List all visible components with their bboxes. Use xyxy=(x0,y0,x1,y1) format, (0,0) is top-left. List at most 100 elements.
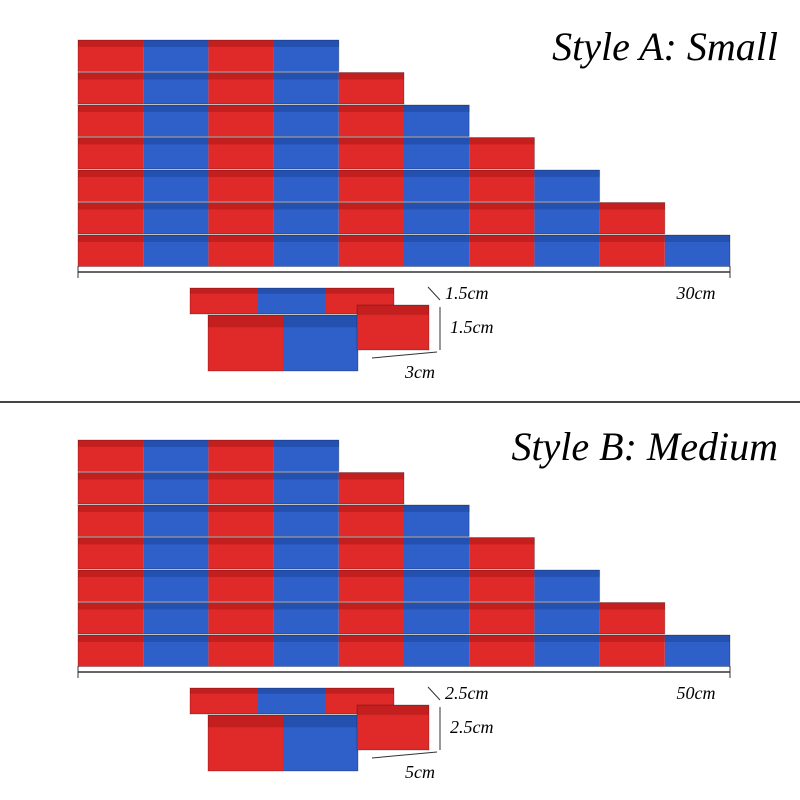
rod-top-face xyxy=(534,570,600,577)
rod-top-face xyxy=(273,537,339,545)
rod-top-face xyxy=(534,235,600,242)
height-label: 2.5cm xyxy=(450,717,494,737)
rod-top-face xyxy=(534,635,600,642)
rod-top-face xyxy=(404,137,470,145)
depth-line xyxy=(427,686,441,701)
rod-top-face xyxy=(273,72,339,80)
rod-outline xyxy=(77,569,601,602)
rod-top-face xyxy=(143,105,209,112)
rod-top-face xyxy=(208,137,274,145)
rod-top-face xyxy=(599,235,665,242)
length-label: 50cm xyxy=(677,683,716,703)
rod-top-face xyxy=(143,40,209,47)
rod-outline xyxy=(77,537,535,570)
rod-outline xyxy=(356,704,430,751)
rod-top-face xyxy=(208,635,274,642)
rod-top-face xyxy=(469,537,535,545)
rod-top-face xyxy=(143,170,209,177)
rod-top-face xyxy=(78,40,144,47)
rod-top-face xyxy=(599,202,665,210)
rod-top-face xyxy=(78,105,144,112)
unit-label: 3cm xyxy=(404,362,435,382)
rod-top-face xyxy=(404,235,470,242)
rod-top-face xyxy=(78,635,144,642)
rod-top-face xyxy=(404,602,470,610)
rod-top-face xyxy=(143,202,209,210)
unit-line xyxy=(371,351,438,359)
rod-top-face xyxy=(78,235,144,242)
depth-line xyxy=(427,286,441,301)
rod-outline xyxy=(77,104,470,137)
rod-top-face xyxy=(78,202,144,210)
rod-top-face xyxy=(208,105,274,112)
rod-top-face xyxy=(404,170,470,177)
rod-top-face xyxy=(208,472,274,480)
rod-top-face xyxy=(357,305,429,315)
rod-top-face xyxy=(338,570,404,577)
rod-top-face xyxy=(273,602,339,610)
rod-top-face xyxy=(78,537,144,545)
rod-top-face xyxy=(208,570,274,577)
rod-outline xyxy=(77,72,405,105)
rod-top-face xyxy=(534,602,600,610)
rod-top-face xyxy=(664,235,730,242)
rod-top-face xyxy=(273,472,339,480)
rod-top-face xyxy=(208,440,274,447)
rod-top-face xyxy=(273,105,339,112)
height-label: 1.5cm xyxy=(450,317,494,337)
rod-outline xyxy=(356,304,430,351)
rod-top-face xyxy=(534,202,600,210)
rod-top-face xyxy=(273,235,339,242)
rod-top-face xyxy=(208,315,283,328)
length-label: 30cm xyxy=(676,283,716,303)
rod-top-face xyxy=(143,505,209,512)
rod-outline xyxy=(77,634,731,667)
rod-outline xyxy=(77,39,340,72)
depth-label: 2.5cm xyxy=(445,683,489,703)
rod-top-face xyxy=(283,315,358,328)
rod-top-face xyxy=(78,472,144,480)
rod-top-face xyxy=(469,570,535,577)
rod-top-face xyxy=(78,570,144,577)
rod-top-face xyxy=(208,40,274,47)
rod-top-face xyxy=(143,635,209,642)
rod-top-face xyxy=(143,440,209,447)
rod-outline xyxy=(77,137,535,170)
unit-line xyxy=(371,751,438,759)
rod-top-face xyxy=(469,170,535,177)
rod-top-face xyxy=(78,137,144,145)
rod-top-face xyxy=(404,505,470,512)
rod-top-face xyxy=(190,688,258,694)
rod-top-face xyxy=(326,688,394,694)
rod-outline xyxy=(77,234,731,267)
rod-top-face xyxy=(273,505,339,512)
rod-top-face xyxy=(208,235,274,242)
rod-top-face xyxy=(664,635,730,642)
rod-top-face xyxy=(469,235,535,242)
rod-outline xyxy=(77,439,340,472)
rod-top-face xyxy=(599,602,665,610)
section-title: Style A: Small xyxy=(552,24,778,69)
rod-outline xyxy=(189,687,395,715)
rod-top-face xyxy=(338,537,404,545)
rod-outline xyxy=(77,169,601,202)
rod-top-face xyxy=(404,105,470,112)
rod-top-face xyxy=(338,472,404,480)
rod-top-face xyxy=(338,635,404,642)
rod-top-face xyxy=(143,537,209,545)
rod-top-face xyxy=(78,602,144,610)
rod-top-face xyxy=(273,635,339,642)
rod-top-face xyxy=(534,170,600,177)
rod-top-face xyxy=(258,688,326,694)
rod-top-face xyxy=(283,715,358,728)
depth-label: 1.5cm xyxy=(445,283,489,303)
rod-top-face xyxy=(338,105,404,112)
rod-top-face xyxy=(338,137,404,145)
rod-top-face xyxy=(404,635,470,642)
rod-top-face xyxy=(273,170,339,177)
rod-top-face xyxy=(143,472,209,480)
rod-top-face xyxy=(273,202,339,210)
rod-top-face xyxy=(599,635,665,642)
rod-top-face xyxy=(208,72,274,80)
rod-top-face xyxy=(208,715,283,728)
